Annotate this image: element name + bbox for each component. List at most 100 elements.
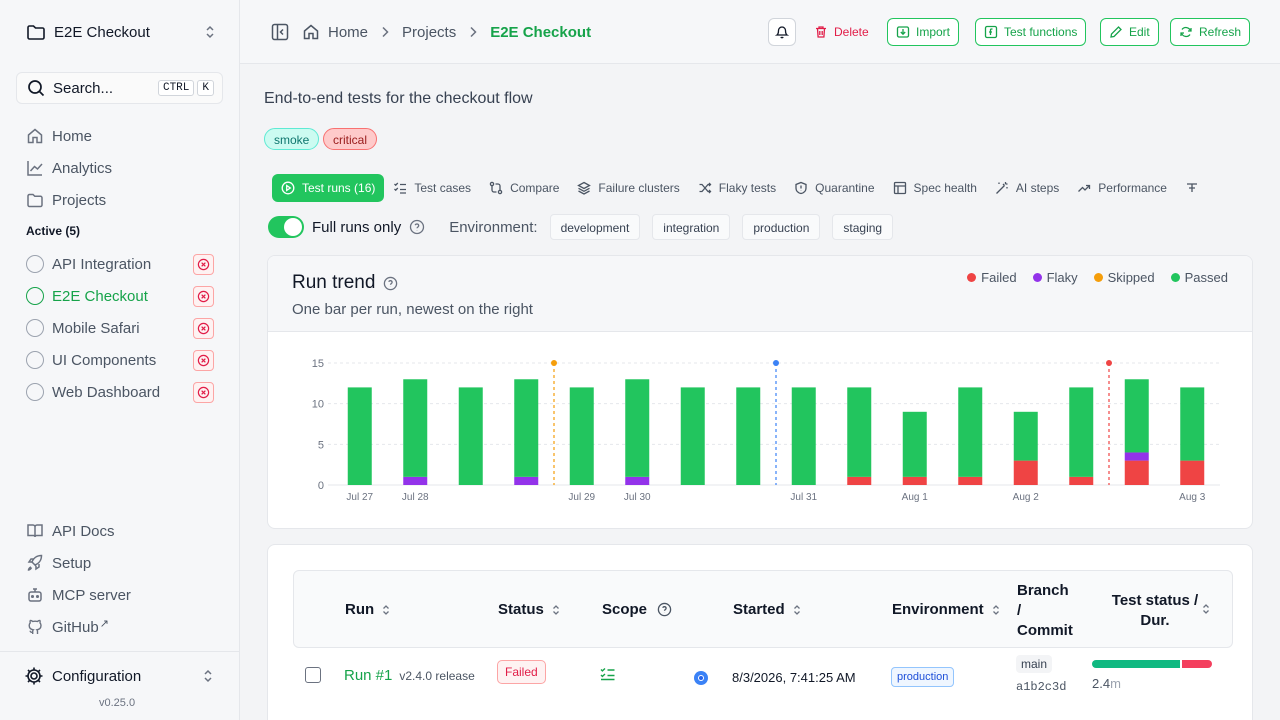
tab-failure-clusters[interactable]: Failure clusters — [568, 174, 688, 202]
y-tick-label: 10 — [312, 399, 324, 411]
remove-project-button[interactable] — [193, 253, 214, 275]
notifications-button[interactable] — [768, 18, 796, 46]
nav-setup[interactable]: Setup — [26, 551, 91, 575]
delete-button[interactable]: Delete — [806, 18, 877, 46]
row-select-checkbox[interactable] — [305, 667, 321, 683]
project-status-circle-icon — [26, 287, 44, 305]
nav-analytics[interactable]: Analytics — [26, 156, 112, 180]
nav-api-docs[interactable]: API Docs — [26, 519, 115, 543]
search-input[interactable]: Search... CTRL K — [16, 72, 223, 104]
external-link-icon: ↗ — [99, 617, 109, 630]
nav-home[interactable]: Home — [26, 124, 92, 148]
tab-quarantine[interactable]: Quarantine — [785, 174, 883, 202]
project-item-api-integration[interactable]: API Integration — [26, 252, 214, 276]
tab-test-cases[interactable]: Test cases — [384, 174, 480, 202]
tab-flaky-tests[interactable]: Flaky tests — [689, 174, 785, 202]
y-tick-label: 0 — [318, 480, 324, 492]
tab-ai-steps[interactable]: AI steps — [986, 174, 1068, 202]
bar-segment-passed — [847, 387, 872, 477]
env-filter-development[interactable]: development — [549, 214, 641, 240]
tab-performance[interactable]: Performance — [1068, 174, 1176, 202]
tab-label: Failure clusters — [598, 181, 680, 195]
legend-failed[interactable]: Failed — [967, 270, 1017, 285]
column-header-status[interactable]: Status — [498, 601, 562, 618]
legend-passed[interactable]: Passed — [1170, 270, 1228, 285]
remove-project-button[interactable] — [193, 317, 214, 339]
full-runs-toggle[interactable] — [268, 216, 304, 238]
bar-segment-passed — [902, 411, 927, 477]
legend-skipped[interactable]: Skipped — [1093, 270, 1155, 285]
legend-flaky[interactable]: Flaky — [1032, 270, 1078, 285]
column-header-environment[interactable]: Environment — [892, 601, 1002, 618]
remove-project-button[interactable] — [193, 349, 214, 371]
project-tabs: Test runs (16) Test cases Compare Failur… — [272, 174, 1256, 202]
edit-button[interactable]: Edit — [1100, 18, 1159, 46]
project-item-label: Web Dashboard — [52, 383, 161, 401]
bar-segment-passed — [569, 387, 594, 485]
test-functions-button[interactable]: Test functions — [975, 18, 1087, 46]
env-filter-staging[interactable]: staging — [832, 214, 894, 240]
close-circle-icon — [197, 386, 210, 398]
run-link[interactable]: Run #1 — [344, 667, 393, 684]
help-circle-icon[interactable] — [409, 219, 425, 235]
breadcrumb-projects[interactable]: Projects — [402, 23, 457, 41]
nav-projects-label: Projects — [52, 191, 107, 209]
duration-value: 2.4 — [1092, 676, 1111, 691]
nav-github[interactable]: GitHub ↗ — [26, 615, 109, 639]
run-trend-card: Run trend One bar per run, newest on the… — [267, 255, 1253, 529]
column-header-started[interactable]: Started — [733, 601, 803, 618]
remove-project-button[interactable] — [193, 285, 214, 307]
env-filter-integration[interactable]: integration — [652, 214, 731, 240]
tag-critical[interactable]: critical — [323, 128, 378, 150]
import-icon — [896, 26, 910, 38]
project-item-mobile-safari[interactable]: Mobile Safari — [26, 316, 214, 340]
grid-table-icon — [893, 181, 906, 195]
column-header-label: Started — [733, 601, 785, 618]
table-row[interactable]: Run #1 v2.4.0 release Failed 8/3/2026, 7… — [293, 648, 1233, 708]
tab-test-runs[interactable]: Test runs (16) — [272, 174, 385, 202]
nav-projects[interactable]: Projects — [26, 188, 106, 212]
run-marker-dot — [1106, 360, 1112, 366]
nav-mcp-server[interactable]: MCP server — [26, 583, 131, 607]
project-switcher[interactable]: E2E Checkout — [16, 16, 224, 48]
legend-label: Failed — [981, 270, 1017, 285]
x-tick-label: Jul 27 — [346, 492, 373, 503]
tab-label: Compare — [510, 181, 560, 195]
delete-label: Delete — [834, 25, 869, 39]
tab-spec-health[interactable]: Spec health — [884, 174, 986, 202]
topbar: Home Projects E2E Checkout Delete Import… — [240, 0, 1280, 64]
tab-label: Flaky tests — [718, 181, 777, 195]
configuration-menu[interactable]: Configuration — [24, 664, 216, 688]
close-circle-icon — [197, 290, 210, 302]
sort-icon[interactable] — [1200, 603, 1212, 615]
refresh-button[interactable]: Refresh — [1170, 18, 1251, 46]
bar-segment-flaky — [625, 476, 650, 485]
bar-segment-passed — [680, 387, 705, 485]
analytics-icon — [27, 161, 43, 176]
legend-label: Passed — [1184, 270, 1228, 285]
sidebar-toggle-icon[interactable] — [270, 22, 290, 42]
help-circle-icon[interactable] — [383, 276, 398, 291]
chevron-right-icon — [470, 26, 477, 38]
env-filter-production[interactable]: production — [742, 214, 821, 240]
run-trend-header: Run trend One bar per run, newest on the… — [268, 256, 1252, 332]
project-status-circle-icon — [26, 351, 44, 369]
x-tick-label: Aug 1 — [902, 492, 929, 503]
help-circle-icon[interactable] — [657, 602, 672, 617]
remove-project-button[interactable] — [193, 381, 214, 403]
import-button[interactable]: Import — [887, 18, 960, 46]
column-header-run[interactable]: Run — [345, 601, 392, 618]
trash-icon — [816, 26, 826, 38]
project-item-web-dashboard[interactable]: Web Dashboard — [26, 380, 214, 404]
chevron-updown-icon — [204, 669, 212, 683]
tab-more[interactable] — [1176, 174, 1208, 202]
project-item-ui-components[interactable]: UI Components — [26, 348, 214, 372]
duration-unit: m — [1110, 676, 1121, 691]
chart-legend: Failed Flaky Skipped Passed — [967, 270, 1228, 285]
tag-smoke[interactable]: smoke — [264, 128, 320, 150]
column-header-test-status[interactable]: Test status / Dur. — [1100, 591, 1210, 631]
nav-setup-label: Setup — [52, 554, 92, 572]
breadcrumb-home[interactable]: Home — [328, 23, 369, 41]
project-item-e2e-checkout[interactable]: E2E Checkout — [26, 284, 214, 308]
tab-compare[interactable]: Compare — [480, 174, 568, 202]
